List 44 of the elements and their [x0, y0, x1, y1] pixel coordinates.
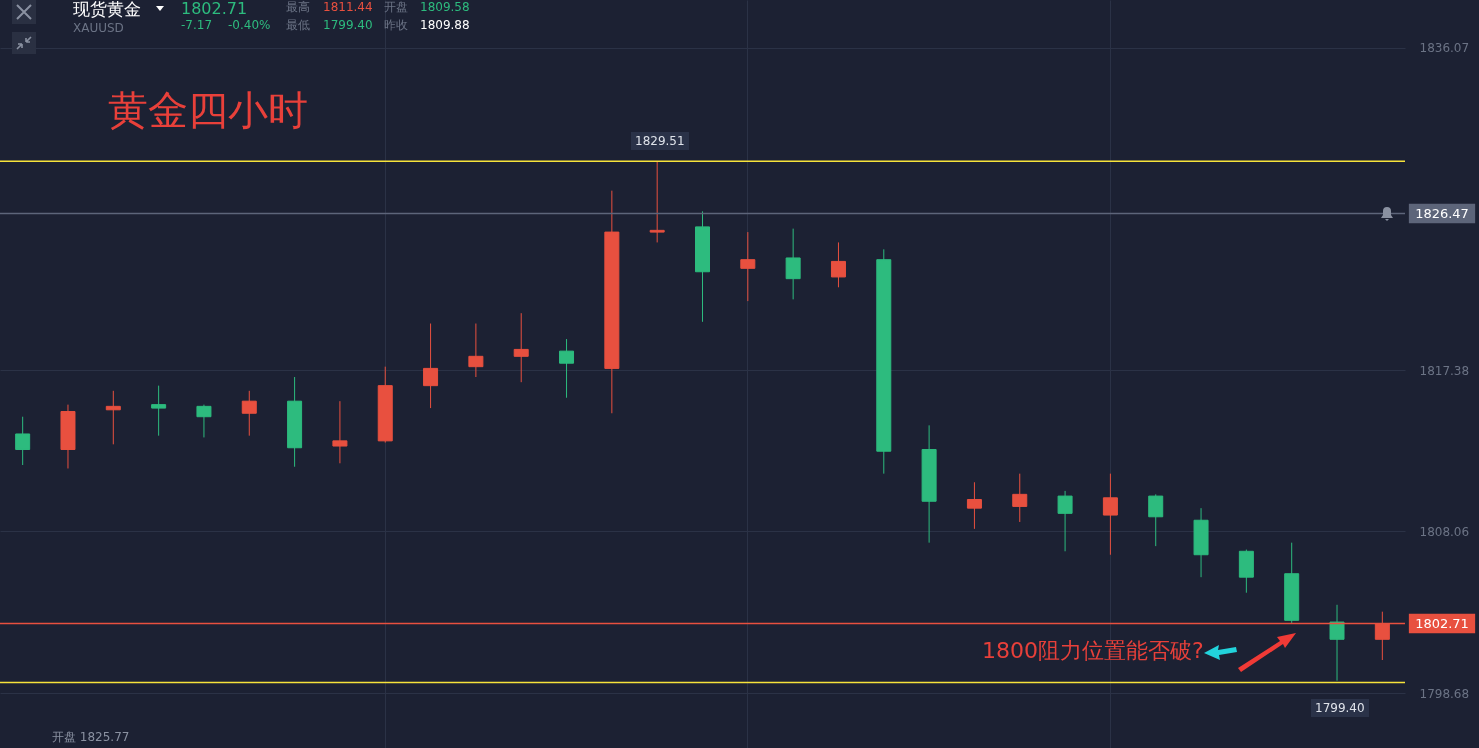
candlestick	[468, 323, 484, 378]
candlestick	[513, 312, 529, 383]
candlestick	[1012, 473, 1028, 523]
candlestick	[559, 338, 575, 399]
text: 黄金四小时	[108, 87, 308, 133]
candlestick	[105, 390, 121, 445]
candlestick	[196, 404, 212, 438]
candlestick	[332, 400, 348, 464]
y-tick-label: 1798.68	[1419, 686, 1470, 701]
annotation: 1799.40	[1311, 699, 1369, 717]
annotation: 昨收	[384, 18, 408, 32]
annotation: 1799.40	[323, 18, 373, 32]
candlestick	[785, 228, 801, 300]
y-tick-label: 1836.07	[1419, 41, 1470, 56]
candlestick	[1102, 473, 1118, 556]
candlestick	[241, 390, 257, 437]
y-tick-label: 1808.06	[1419, 524, 1470, 539]
ref-line-label: 1826.47	[1415, 205, 1469, 221]
annotation: 1809.58	[420, 0, 470, 14]
annotation: -7.17	[181, 18, 213, 32]
candlestick	[966, 481, 982, 530]
candlestick	[1057, 490, 1073, 552]
candlestick	[15, 416, 31, 466]
annotation: 1829.51	[631, 132, 689, 150]
annotation: 开盘	[384, 0, 408, 14]
y-tick-label: 1817.38	[1419, 363, 1470, 378]
candlestick	[649, 160, 665, 243]
annotation: 最低	[286, 18, 310, 32]
annotation: 最高	[286, 0, 310, 14]
candlestick	[1148, 493, 1164, 547]
annotation: XAUUSD	[73, 21, 124, 35]
candlestick	[423, 323, 439, 409]
annotation: 开盘 1825.77	[52, 730, 130, 744]
candlestick	[740, 231, 756, 302]
annotation: 1809.88	[420, 18, 470, 32]
candlestick	[830, 241, 846, 288]
annotation: 1802.71	[181, 0, 248, 18]
annotation: -0.40%	[228, 18, 271, 32]
annotation: 1800阻力位置能否破?	[982, 638, 1204, 663]
annotation: 现货黄金	[73, 0, 141, 19]
annotation: 1811.44	[323, 0, 373, 14]
candlestick	[1329, 604, 1345, 682]
candlestick	[151, 385, 167, 437]
ref-line-label: 1802.71	[1415, 615, 1469, 631]
